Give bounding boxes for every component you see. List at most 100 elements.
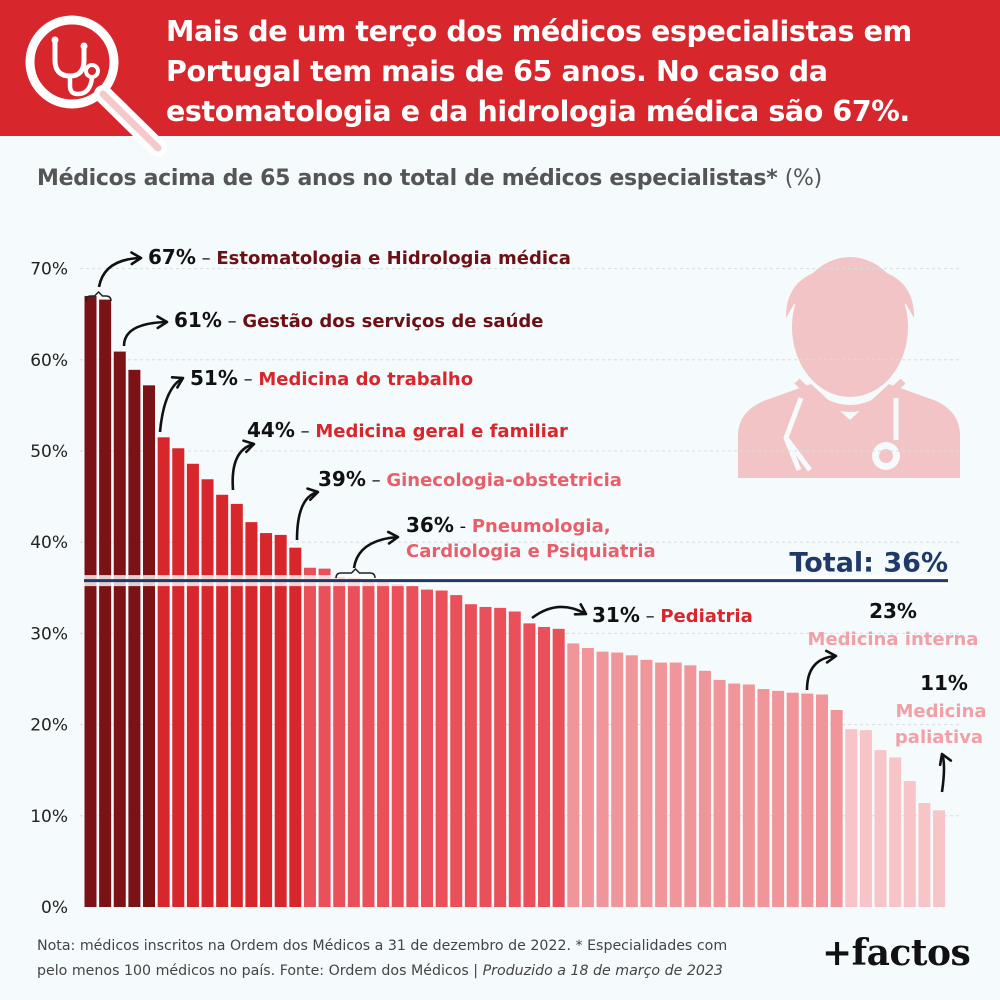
arrow-31 <box>531 605 587 620</box>
bar <box>377 580 390 907</box>
bar <box>186 463 199 907</box>
annotation-36-text-2: Cardiologia e Psiquiatria <box>406 541 656 562</box>
arrow-61-head <box>156 315 169 330</box>
annotation-23-value: 23% <box>869 599 917 623</box>
arrow-11-head <box>938 752 953 767</box>
y-tick-label: 40% <box>30 533 68 553</box>
bar <box>479 606 492 907</box>
bar <box>347 577 360 907</box>
annotation-61-text: Gestão dos serviços de saúde <box>242 311 543 332</box>
bar <box>552 628 565 907</box>
y-tick-label: 60% <box>30 351 68 371</box>
arrow-61 <box>122 320 168 347</box>
annotation-36-value: 36% <box>406 513 454 537</box>
annotation-31: 31% – Pediatria <box>592 603 753 627</box>
y-tick-label: 70% <box>30 260 68 280</box>
bar <box>713 679 726 907</box>
bar <box>362 579 375 907</box>
arrow-51 <box>158 376 184 433</box>
total-label: Total: 36% <box>789 548 948 579</box>
footnote-line-2: pelo menos 100 médicos no país. Fonte: O… <box>37 959 797 984</box>
bar <box>113 351 126 907</box>
bar <box>99 299 112 907</box>
annotation-44-text: Medicina geral e familiar <box>315 421 568 442</box>
annotation-67-value: 67% <box>148 245 196 269</box>
annotation-23-text: Medicina interna <box>808 629 979 650</box>
arrow-23-head <box>824 649 838 664</box>
bar <box>596 651 609 907</box>
bar <box>538 627 551 907</box>
bar <box>728 683 741 907</box>
bar <box>230 503 243 907</box>
bar <box>933 810 946 907</box>
bar <box>464 604 477 907</box>
arrow-31-head <box>573 603 588 616</box>
annotation-11-text: Medicina <box>896 701 987 722</box>
annotation-31-value: 31% <box>592 603 640 627</box>
bar <box>289 547 302 907</box>
bar <box>391 584 404 907</box>
bar <box>172 448 185 907</box>
bar <box>406 585 419 907</box>
bar <box>201 479 214 907</box>
annotation-36: 36% - Pneumologia, <box>406 513 611 537</box>
bar <box>84 295 97 908</box>
brace-67 <box>85 290 112 302</box>
annotation-31-dash: – <box>640 606 660 627</box>
header-banner <box>0 0 1000 136</box>
bar <box>567 643 580 907</box>
bar <box>859 730 872 907</box>
annotation-39: 39% – Ginecologia-obstetricia <box>318 467 622 491</box>
bar <box>435 590 448 907</box>
bar <box>772 690 785 907</box>
bar <box>889 757 902 907</box>
arrow-44 <box>231 442 255 491</box>
bar <box>450 595 463 907</box>
arrow-67-head <box>130 251 143 266</box>
bar <box>318 568 331 907</box>
bar <box>260 533 273 907</box>
annotation-61-dash: – <box>222 311 242 332</box>
annotation-36-dash: - <box>454 516 472 537</box>
arrow-39-head <box>306 487 320 502</box>
subtitle-text: Médicos acima de 65 anos no total de méd… <box>37 166 778 191</box>
annotation-51-dash: – <box>238 369 258 390</box>
y-tick-label: 10% <box>30 807 68 827</box>
bar <box>684 665 697 907</box>
y-tick-label: 20% <box>30 716 68 736</box>
y-tick-label: 30% <box>30 624 68 644</box>
footnote-line-1: Nota: médicos inscritos na Ordem dos Méd… <box>37 938 728 954</box>
footnote-source: pelo menos 100 médicos no país. Fonte: O… <box>37 963 479 979</box>
bar <box>655 662 668 907</box>
bar <box>274 534 287 907</box>
bar <box>581 647 594 907</box>
annotation-61-value: 61% <box>174 308 222 332</box>
stethoscope-magnifier-icon <box>25 15 167 157</box>
arrow-44-head <box>242 439 256 454</box>
annotation-51-value: 51% <box>190 366 238 390</box>
footnote-produced: Produzido a 18 de março de 2023 <box>482 963 723 979</box>
bar <box>874 750 887 907</box>
bar <box>698 670 711 907</box>
bar <box>742 684 755 907</box>
annotation-67-dash: – <box>196 248 216 269</box>
bar <box>845 729 858 907</box>
arrow-36-head <box>386 530 400 545</box>
annotation-36-text: Pneumologia, <box>472 516 611 537</box>
headline: Mais de um terço dos médicos especialist… <box>166 15 912 128</box>
annotation-39-value: 39% <box>318 467 366 491</box>
bar <box>816 694 828 907</box>
brand-logo: +factos <box>822 932 971 974</box>
bar <box>903 781 916 907</box>
annotation-44-value: 44% <box>247 418 295 442</box>
arrow-36 <box>352 535 399 569</box>
bar <box>420 589 433 907</box>
arrow-23 <box>805 654 837 691</box>
bar <box>128 369 141 907</box>
bar <box>786 692 799 907</box>
bar <box>625 655 638 907</box>
bar <box>303 567 316 907</box>
arrow-39 <box>295 490 319 541</box>
y-tick-label: 0% <box>41 898 68 918</box>
